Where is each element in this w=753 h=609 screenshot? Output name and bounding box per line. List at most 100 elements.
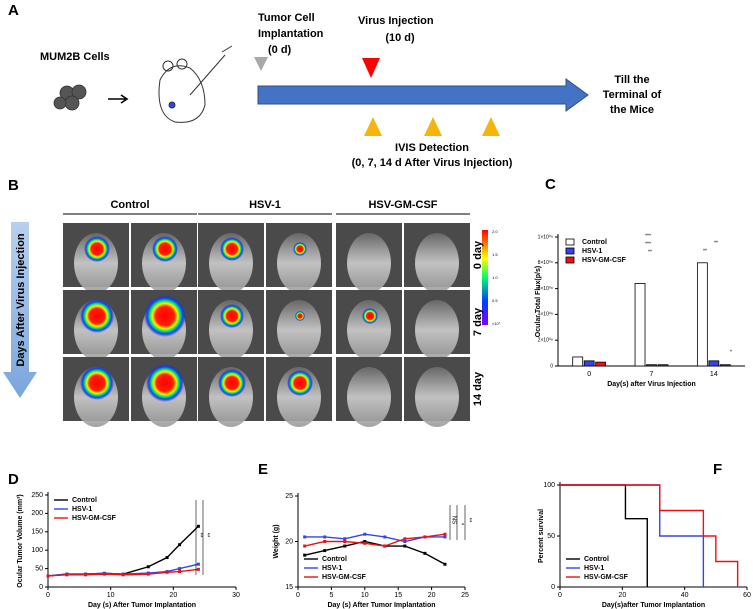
point <box>178 543 182 547</box>
x-tick-label: 5 <box>329 592 333 599</box>
y-tick-label: 200 <box>31 510 43 517</box>
y-tick-label: 50 <box>547 533 555 540</box>
point <box>443 535 447 539</box>
series-line <box>304 533 446 547</box>
point <box>165 570 169 574</box>
implantation-label: Tumor Cell <box>258 12 315 24</box>
x-tick-label: 0 <box>46 592 50 599</box>
y-tick-label: 2×10⁰⁸ <box>538 338 553 344</box>
point <box>46 574 50 578</box>
mouse-body <box>347 233 391 293</box>
y-tick-label: 100 <box>543 482 555 489</box>
signal <box>362 308 378 324</box>
legend-label: HSV-GM-CSF <box>322 574 367 581</box>
row-label: 7 day <box>472 307 484 336</box>
point <box>65 573 69 577</box>
injection-label: Virus Injection <box>358 15 434 27</box>
y-tick-label: 25 <box>285 493 293 500</box>
series-line <box>560 484 705 587</box>
y-tick-label: 8×10⁰⁸ <box>538 260 553 266</box>
significance: * <box>730 349 732 355</box>
legend-label: HSV-1 <box>322 565 342 572</box>
mouse-body <box>415 300 459 360</box>
x-axis-label: Day (s) After Tumor Implantation <box>88 602 196 609</box>
bar <box>657 364 669 367</box>
panel-label: F <box>713 461 722 478</box>
point <box>303 535 307 539</box>
panel-label: E <box>258 461 268 478</box>
bar <box>583 360 595 367</box>
y-axis-label: Percent survival <box>538 509 545 563</box>
legend-label: HSV-GM-CSF <box>72 515 117 522</box>
significance: *** <box>645 241 651 247</box>
significance: NS <box>450 516 456 524</box>
panel-label: B <box>8 177 19 194</box>
point <box>303 544 307 548</box>
legend-label: HSV-GM-CSF <box>584 574 629 581</box>
implantation-label: (0 d) <box>268 44 292 56</box>
x-tick-label: 20 <box>618 592 626 599</box>
x-tick-label: 0 <box>296 592 300 599</box>
y-tick-label: 0 <box>551 584 555 591</box>
significance: ** <box>648 249 652 255</box>
group-label: HSV-1 <box>249 199 281 211</box>
x-tick-label: 60 <box>743 592 751 599</box>
point <box>323 535 327 539</box>
legend-label: Control <box>72 497 97 504</box>
point <box>383 544 387 548</box>
y-tick-label: 150 <box>31 529 43 536</box>
signal <box>146 364 184 402</box>
x-axis-label: Day (s) After Tumor Implantation <box>327 602 435 609</box>
point <box>323 540 327 543</box>
row-label: 0 day <box>472 240 484 269</box>
mouse-body <box>277 233 321 293</box>
point <box>403 537 407 541</box>
point <box>323 549 327 553</box>
implantation-label: Implantation <box>258 28 324 40</box>
colorbar-label: 2.0 <box>492 229 498 234</box>
signal <box>80 366 114 400</box>
point <box>178 570 182 574</box>
mouse-icon <box>158 45 233 123</box>
bar <box>696 262 708 367</box>
significance: ** <box>196 533 202 538</box>
y-tick-label: 1×10⁰⁹ <box>538 234 553 240</box>
point <box>178 567 182 571</box>
bar <box>719 364 731 367</box>
y-axis-label: Ocular Tumor Volume (mm³) <box>17 494 24 587</box>
x-tick-label: 10 <box>107 592 115 599</box>
terminal-label: the Mice <box>610 104 654 116</box>
colorbar <box>482 230 488 325</box>
series-line <box>560 484 739 587</box>
row-label: 14 day <box>472 371 484 406</box>
x-tick-label: 14 <box>710 371 718 378</box>
mouse-body <box>277 300 321 360</box>
arrow <box>108 94 129 104</box>
significance: * <box>457 523 463 526</box>
signal <box>144 295 186 337</box>
colorbar-label: 1.0 <box>492 275 498 280</box>
colorbar-label: 0.5 <box>492 298 498 303</box>
y-tick-label: 100 <box>31 547 43 554</box>
y-tick-label: 0 <box>39 584 43 591</box>
colorbar-label: ×10⁷ <box>492 321 501 326</box>
group-label: Control <box>110 199 149 211</box>
y-tick-label: 15 <box>285 584 293 591</box>
timeline-arrow <box>257 78 589 112</box>
y-tick-label: 20 <box>285 538 293 545</box>
signal <box>84 236 110 262</box>
bar <box>708 360 720 367</box>
x-tick-label: 30 <box>232 592 240 599</box>
signal <box>287 370 313 396</box>
injection-label: (10 d) <box>385 32 415 44</box>
legend-swatch <box>565 256 575 264</box>
bar <box>634 283 646 367</box>
legend-label: HSV-1 <box>72 506 92 513</box>
legend-label: HSV-1 <box>584 565 604 572</box>
legend-label: Control <box>584 556 609 563</box>
point <box>423 551 427 555</box>
panel-label: C <box>545 176 556 193</box>
point <box>121 573 125 577</box>
point <box>84 573 88 577</box>
